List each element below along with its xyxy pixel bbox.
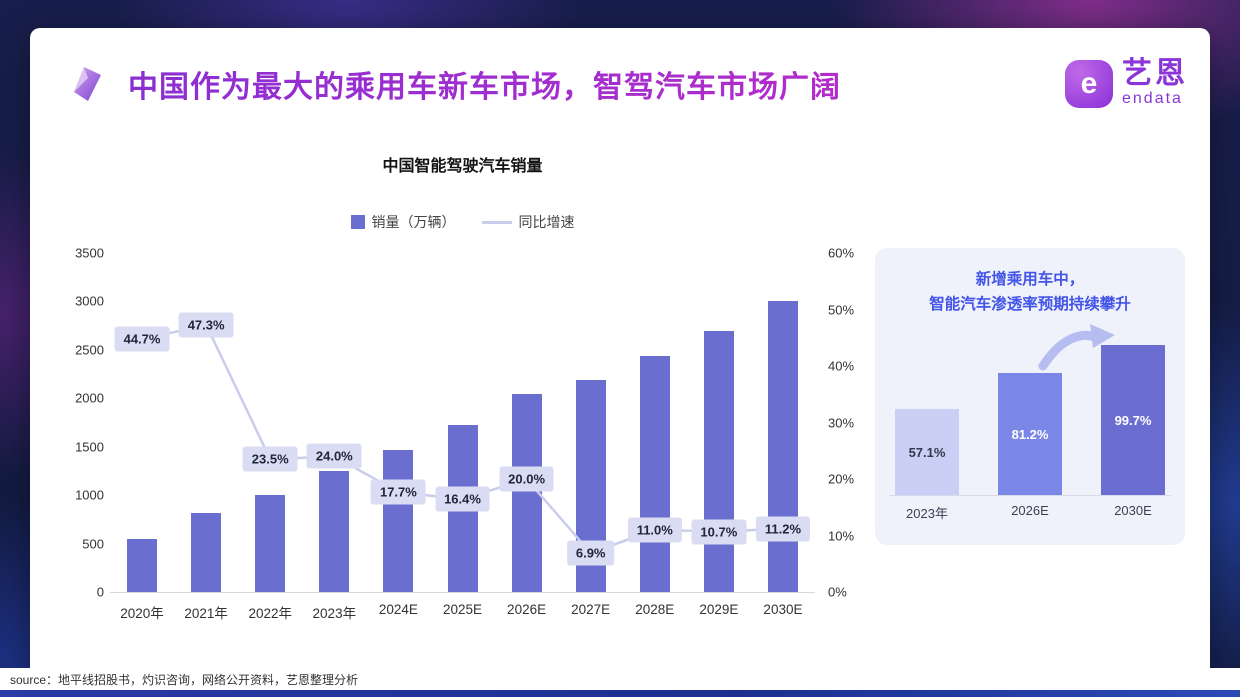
insight-card: 新增乘用车中， 智能汽车渗透率预期持续攀升 57.1% 81.2% 99.7% 20… <box>875 248 1185 545</box>
title-diamond-icon <box>74 67 101 101</box>
logo-glyph: e <box>1080 67 1098 100</box>
x-axis-label-2024E: 2024E <box>378 602 418 617</box>
endata-logo-icon: e <box>1065 60 1113 108</box>
left-tick-1000: 1000 <box>75 487 104 503</box>
growth-label-2030E: 11.2% <box>755 516 811 542</box>
x-axis-label-2020年: 2020年 <box>120 606 164 621</box>
legend-line-label: 同比增速 <box>518 214 575 230</box>
penetration-bar-2026E: 81.2% <box>998 373 1062 495</box>
growth-label-2029E: 10.7% <box>691 519 747 545</box>
sales-bar-2024E <box>383 449 414 592</box>
mini-x-label-2023年: 2023年 <box>906 506 948 521</box>
right-tick-0%: 0% <box>828 584 847 600</box>
sales-bar-2029E <box>703 330 734 592</box>
legend-bar-label: 销量（万辆） <box>371 214 456 230</box>
growth-label-2027E: 6.9% <box>566 540 615 566</box>
left-tick-3500: 3500 <box>75 245 104 261</box>
left-tick-2000: 2000 <box>75 390 104 406</box>
x-axis-label-2025E: 2025E <box>442 602 483 617</box>
mini-x-labels: 2023年 2026E 2030E <box>895 503 1165 522</box>
x-axis-label-2028E: 2028E <box>635 602 675 617</box>
slide-title: 中国作为最大的乘用车新车市场，智驾汽车市场广阔 <box>128 62 1065 106</box>
growth-label-2021年: 47.3% <box>178 312 234 338</box>
logo-text-en: endata <box>1122 90 1183 108</box>
growth-label-2028E: 11.0% <box>627 517 682 543</box>
logo-text-cn: 艺恩 <box>1122 57 1188 91</box>
sales-bar-2023年 <box>319 470 350 592</box>
legend-bar-swatch-icon <box>350 215 365 229</box>
sales-bar-2030E <box>767 301 798 592</box>
x-axis-label-2022年: 2022年 <box>248 606 292 621</box>
growth-arrow-icon <box>1038 324 1115 371</box>
x-axis-label-2029E: 2029E <box>699 602 739 617</box>
chart-legend: 销量（万辆） 同比增速 <box>110 212 815 232</box>
right-tick-20%: 20% <box>828 471 855 487</box>
insight-title: 新增乘用车中， 智能汽车渗透率预期持续攀升 <box>875 268 1185 318</box>
penetration-label-2026E: 81.2% <box>1011 426 1049 442</box>
penetration-label-2030E: 99.7% <box>1114 412 1152 428</box>
mini-axis-line <box>889 495 1171 496</box>
endata-logo: e 艺恩 endata <box>1065 59 1188 108</box>
sales-bar-2026E <box>511 394 542 592</box>
growth-label-2024E: 17.7% <box>370 479 426 505</box>
legend-item-sales: 销量（万辆） <box>350 212 456 232</box>
sales-bar-2022年 <box>255 495 286 592</box>
sales-bar-2028E <box>639 355 670 592</box>
source-text: source：地平线招股书，灼识咨询，网络公开资料，艺恩整理分析 <box>10 672 359 687</box>
legend-line-swatch-icon <box>481 220 512 224</box>
x-axis-label-2021年: 2021年 <box>184 606 228 621</box>
mini-x-label-2030E: 2030E <box>1114 503 1152 518</box>
right-tick-40%: 40% <box>828 358 855 374</box>
x-axis-label-2027E: 2027E <box>571 602 611 617</box>
right-tick-30%: 30% <box>828 415 855 430</box>
bottom-strip <box>0 690 1240 697</box>
growth-label-2022年: 23.5% <box>242 446 298 472</box>
left-tick-0: 0 <box>96 584 104 600</box>
right-tick-10%: 10% <box>828 528 855 543</box>
x-axis-label-2023年: 2023年 <box>312 606 357 621</box>
growth-label-2025E: 16.4% <box>435 486 490 512</box>
x-axis-label-2030E: 2030E <box>763 602 803 617</box>
penetration-bar-2023年: 57.1% <box>895 409 959 495</box>
x-axis-line <box>110 592 815 593</box>
sales-bar-2020年 <box>127 538 158 592</box>
chart-title: 中国智能驾驶汽车销量 <box>382 158 543 175</box>
logo-text: 艺恩 endata <box>1122 59 1188 108</box>
footer-bar: source：地平线招股书，灼识咨询，网络公开资料，艺恩整理分析 <box>0 668 1240 690</box>
insight-title-line1: 新增乘用车中， <box>975 271 1085 288</box>
penetration-bar-2030E: 99.7% <box>1101 345 1165 495</box>
left-tick-3000: 3000 <box>75 293 104 309</box>
growth-label-2026E: 20.0% <box>499 466 555 492</box>
slide-card: 中国作为最大的乘用车新车市场，智驾汽车市场广阔 e 艺恩 endata 中国智能… <box>30 28 1210 672</box>
left-tick-500: 500 <box>82 536 104 552</box>
growth-label-2020年: 44.7% <box>114 326 170 352</box>
legend-item-growth: 同比增速 <box>481 212 575 232</box>
left-tick-1500: 1500 <box>75 439 104 455</box>
growth-label-2023年: 24.0% <box>306 443 362 469</box>
sales-bar-2021年 <box>191 512 222 592</box>
mini-x-label-2026E: 2026E <box>1011 503 1049 518</box>
title-row: 中国作为最大的乘用车新车市场，智驾汽车市场广阔 e 艺恩 endata <box>66 54 1188 114</box>
right-tick-60%: 60% <box>828 245 855 261</box>
main-chart-plot: 44.7% 47.3% 23.5% 24.0% 17.7% 16.4% 20.0% 6.9% 1… <box>110 253 815 592</box>
insight-title-line2: 智能汽车渗透率预期持续攀升 <box>929 295 1131 313</box>
x-axis-label-2026E: 2026E <box>507 602 547 617</box>
penetration-label-2023年: 57.1% <box>908 444 946 460</box>
right-tick-50%: 50% <box>828 302 855 317</box>
penetration-mini-chart: 57.1% 81.2% 99.7% <box>895 345 1165 495</box>
left-tick-2500: 2500 <box>75 342 104 358</box>
